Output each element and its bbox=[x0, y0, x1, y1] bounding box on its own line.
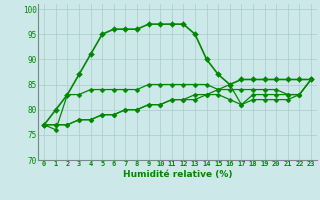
X-axis label: Humidité relative (%): Humidité relative (%) bbox=[123, 170, 232, 179]
